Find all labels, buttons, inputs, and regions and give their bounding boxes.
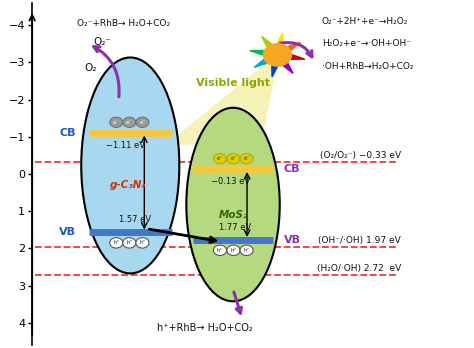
Circle shape [136, 117, 149, 127]
Circle shape [213, 245, 227, 255]
Text: g-C₃N₄: g-C₃N₄ [109, 180, 146, 190]
Circle shape [110, 117, 123, 127]
Circle shape [213, 153, 227, 164]
Text: (OH⁻/·OH) 1.97 eV: (OH⁻/·OH) 1.97 eV [319, 237, 401, 245]
Text: h⁺: h⁺ [139, 240, 146, 245]
Circle shape [123, 117, 136, 127]
Circle shape [136, 238, 149, 248]
Text: h⁺+RhB→ H₂O+CO₂: h⁺+RhB→ H₂O+CO₂ [157, 324, 253, 333]
Text: VB: VB [59, 228, 76, 237]
Polygon shape [262, 37, 272, 47]
Text: h⁺: h⁺ [230, 248, 237, 253]
Text: h⁺: h⁺ [113, 240, 119, 245]
Text: CB: CB [59, 128, 76, 138]
Text: e⁻: e⁻ [217, 156, 223, 161]
Circle shape [240, 153, 253, 164]
Text: e⁻: e⁻ [230, 156, 237, 161]
Polygon shape [250, 50, 264, 55]
Polygon shape [254, 60, 267, 68]
Circle shape [240, 245, 253, 255]
Text: (O₂/O₂⁻) −0.33 eV: (O₂/O₂⁻) −0.33 eV [320, 151, 401, 160]
Circle shape [123, 238, 136, 248]
Text: 1.77 eV: 1.77 eV [219, 223, 252, 232]
Text: (H₂O/·OH) 2.72  eV: (H₂O/·OH) 2.72 eV [317, 264, 401, 274]
Text: O₂⁻+2H⁺+e⁻→H₂O₂: O₂⁻+2H⁺+e⁻→H₂O₂ [322, 17, 408, 26]
Polygon shape [168, 55, 277, 144]
Text: h⁺: h⁺ [217, 248, 223, 253]
Circle shape [264, 44, 292, 66]
Text: O₂⁻+RhB→ H₂O+CO₂: O₂⁻+RhB→ H₂O+CO₂ [77, 19, 170, 28]
Text: H₂O₂+e⁻→·OH+OH⁻: H₂O₂+e⁻→·OH+OH⁻ [322, 39, 411, 48]
Text: O₂: O₂ [84, 63, 97, 73]
Text: ·OH+RhB→H₂O+CO₂: ·OH+RhB→H₂O+CO₂ [322, 62, 413, 71]
Text: MoS₂: MoS₂ [219, 210, 248, 220]
Text: e⁻: e⁻ [113, 120, 119, 125]
Ellipse shape [81, 57, 179, 274]
Polygon shape [283, 63, 293, 73]
Polygon shape [291, 55, 305, 60]
Text: O₂⁻: O₂⁻ [93, 37, 111, 47]
Circle shape [110, 238, 123, 248]
Text: e⁻: e⁻ [139, 120, 146, 125]
Polygon shape [288, 42, 301, 50]
Circle shape [227, 245, 240, 255]
Text: VB: VB [283, 235, 301, 245]
Text: e⁻: e⁻ [244, 156, 250, 161]
Text: Visible light: Visible light [196, 78, 270, 88]
Text: 1.57 eV: 1.57 eV [119, 215, 151, 224]
Polygon shape [272, 66, 277, 77]
Text: CB: CB [283, 164, 300, 174]
Circle shape [227, 153, 240, 164]
Text: e⁻: e⁻ [126, 120, 132, 125]
Ellipse shape [186, 108, 280, 301]
Text: −0.13 eV: −0.13 eV [211, 177, 250, 186]
Text: h⁺: h⁺ [126, 240, 133, 245]
Text: −1.11 eV: −1.11 eV [106, 141, 145, 150]
Polygon shape [277, 33, 283, 44]
Text: h⁺: h⁺ [243, 248, 250, 253]
